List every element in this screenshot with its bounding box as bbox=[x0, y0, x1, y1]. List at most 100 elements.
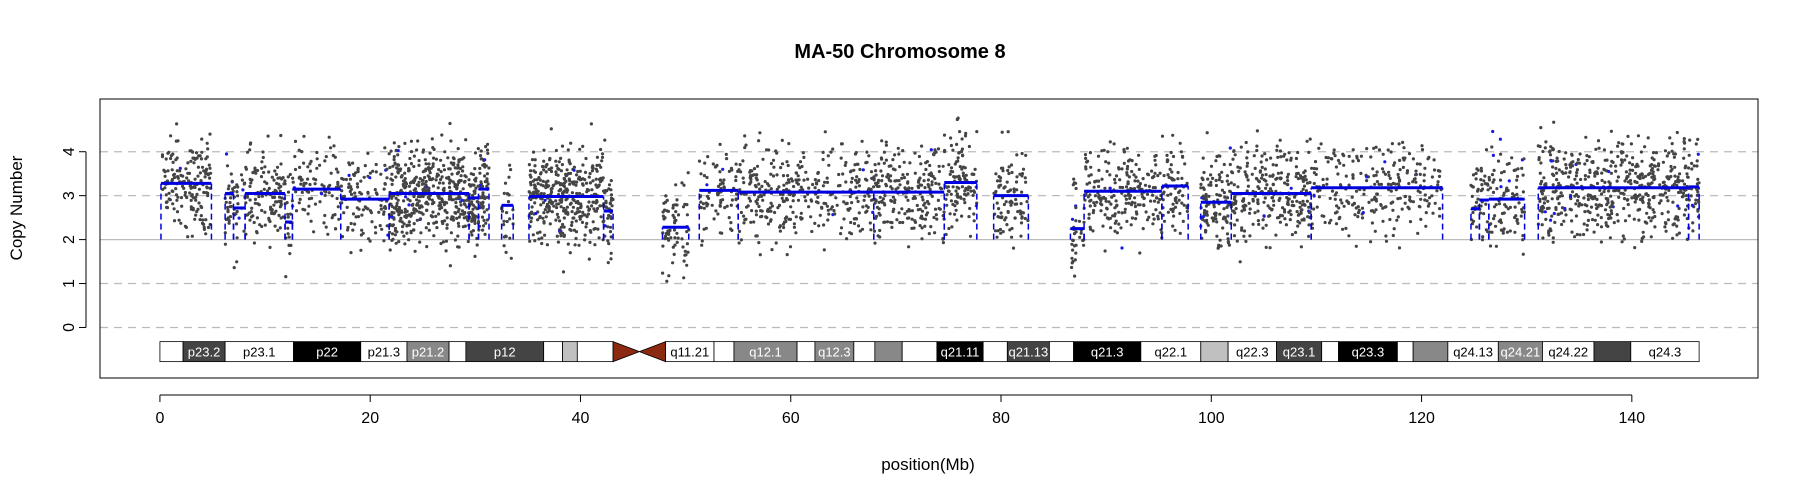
band-label: q24.22 bbox=[1548, 345, 1588, 360]
data-point bbox=[556, 240, 561, 244]
data-point bbox=[1325, 182, 1329, 186]
data-point bbox=[930, 183, 934, 187]
data-point bbox=[1479, 178, 1483, 182]
data-point bbox=[483, 158, 487, 162]
data-point bbox=[877, 207, 881, 211]
data-point bbox=[1123, 194, 1127, 198]
data-point bbox=[178, 166, 182, 170]
data-point bbox=[939, 187, 944, 191]
data-point bbox=[1260, 176, 1264, 180]
data-point bbox=[566, 242, 570, 246]
data-point bbox=[1314, 172, 1318, 177]
data-point bbox=[297, 176, 301, 180]
data-point bbox=[262, 187, 266, 191]
data-point bbox=[1294, 175, 1298, 179]
data-point bbox=[1490, 230, 1494, 234]
data-point bbox=[753, 183, 758, 188]
data-point bbox=[1253, 194, 1257, 198]
data-point bbox=[856, 224, 861, 228]
data-point bbox=[459, 174, 463, 178]
data-point bbox=[1598, 188, 1602, 192]
data-point bbox=[599, 147, 603, 152]
data-point bbox=[1672, 222, 1676, 226]
data-point bbox=[482, 210, 486, 214]
data-point bbox=[1074, 206, 1078, 210]
data-point bbox=[196, 165, 200, 169]
data-point bbox=[673, 221, 677, 225]
x-tick-label: 0 bbox=[155, 410, 164, 427]
data-point bbox=[1387, 170, 1391, 174]
data-point bbox=[533, 201, 537, 205]
data-point bbox=[1614, 164, 1618, 168]
data-point bbox=[415, 198, 419, 202]
data-point bbox=[1659, 199, 1663, 203]
data-point bbox=[593, 243, 597, 247]
data-point bbox=[1607, 169, 1611, 174]
data-point bbox=[923, 186, 927, 190]
data-point bbox=[484, 164, 488, 168]
data-point bbox=[559, 234, 563, 238]
data-point bbox=[685, 213, 690, 217]
data-point bbox=[672, 216, 676, 220]
data-point bbox=[883, 194, 887, 198]
data-point bbox=[274, 209, 278, 213]
data-point bbox=[415, 218, 419, 222]
data-point bbox=[590, 169, 595, 173]
data-point bbox=[1327, 221, 1332, 225]
data-point bbox=[486, 182, 490, 186]
data-point bbox=[872, 229, 877, 233]
data-point bbox=[945, 193, 949, 197]
data-point bbox=[1278, 220, 1282, 224]
data-point bbox=[1141, 195, 1145, 199]
data-point bbox=[1113, 221, 1117, 225]
data-point bbox=[1151, 186, 1155, 190]
data-point bbox=[1091, 211, 1095, 215]
data-point bbox=[791, 199, 795, 203]
data-point bbox=[1255, 148, 1259, 153]
data-point bbox=[224, 152, 229, 156]
data-point bbox=[664, 194, 668, 198]
data-point bbox=[1162, 174, 1166, 178]
data-point bbox=[586, 205, 590, 209]
data-point bbox=[1606, 201, 1610, 205]
data-point bbox=[1298, 201, 1302, 205]
data-point bbox=[418, 240, 422, 244]
data-point bbox=[1397, 246, 1402, 250]
data-point bbox=[705, 175, 709, 180]
data-point bbox=[380, 227, 384, 231]
data-point bbox=[194, 151, 199, 155]
data-point bbox=[291, 180, 295, 184]
data-point bbox=[779, 166, 783, 170]
data-point bbox=[877, 162, 881, 166]
data-point bbox=[1557, 168, 1561, 172]
data-point bbox=[1420, 144, 1424, 148]
data-point bbox=[1173, 198, 1177, 203]
data-point bbox=[1074, 251, 1078, 255]
data-point bbox=[441, 240, 445, 244]
data-point bbox=[574, 183, 578, 187]
data-point bbox=[1515, 174, 1520, 178]
data-point bbox=[363, 164, 367, 168]
data-point bbox=[1240, 228, 1244, 232]
data-point bbox=[718, 178, 723, 182]
data-point bbox=[1475, 225, 1479, 229]
data-point bbox=[327, 191, 331, 195]
data-point bbox=[734, 178, 738, 183]
data-point bbox=[175, 122, 179, 126]
data-point bbox=[455, 183, 460, 187]
data-point bbox=[755, 234, 759, 238]
data-point bbox=[1474, 171, 1478, 176]
y-axis-label: Copy Number bbox=[7, 155, 26, 260]
data-point bbox=[509, 168, 513, 172]
data-point bbox=[1245, 189, 1249, 193]
data-point bbox=[508, 217, 512, 221]
data-point bbox=[362, 175, 366, 179]
data-point bbox=[206, 194, 210, 198]
data-point bbox=[1576, 195, 1580, 199]
data-point bbox=[1347, 183, 1351, 187]
data-point bbox=[390, 210, 394, 214]
data-point bbox=[675, 203, 679, 207]
data-point bbox=[904, 195, 908, 199]
data-point bbox=[451, 180, 455, 184]
data-point bbox=[410, 211, 414, 215]
